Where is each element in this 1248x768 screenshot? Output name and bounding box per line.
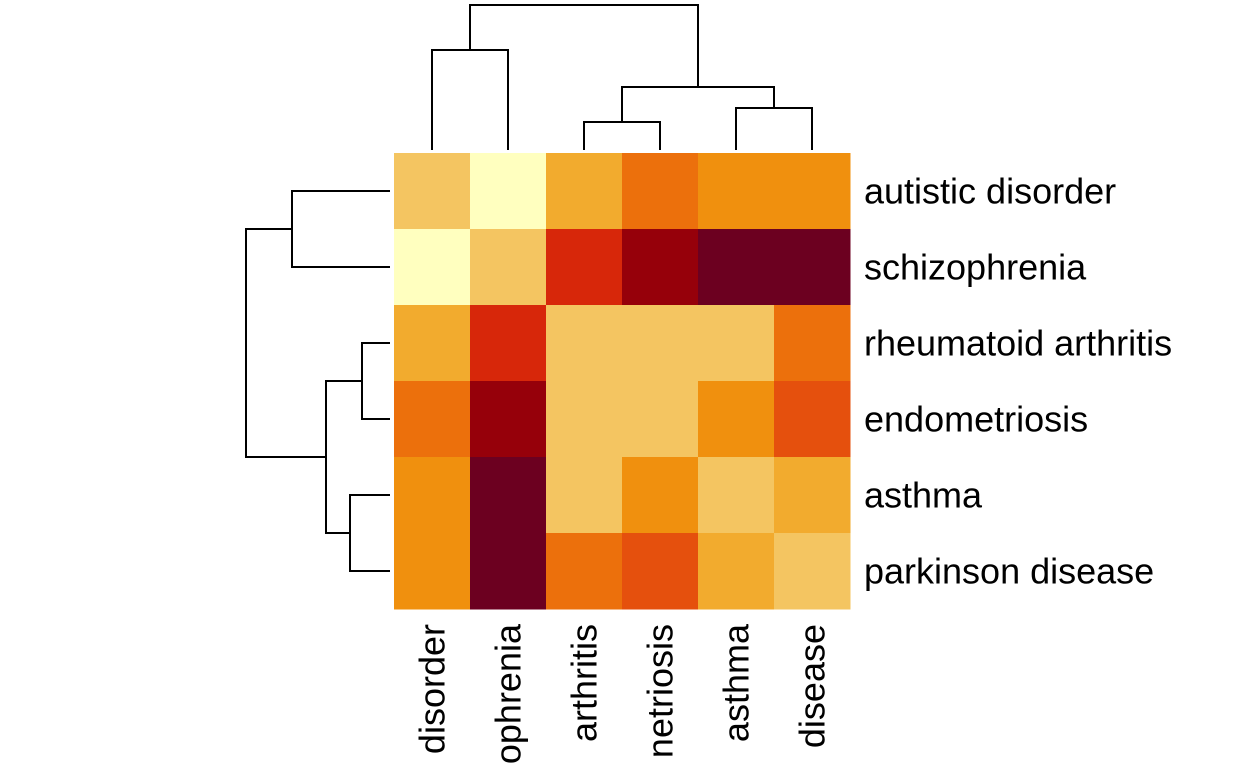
column-label: disorder <box>412 624 453 754</box>
heatmap-cell <box>546 457 623 534</box>
row-dendrogram-branch <box>361 342 390 420</box>
heatmap-cell <box>470 533 547 610</box>
heatmap-cell <box>394 533 471 610</box>
column-label: arthritis <box>564 624 605 742</box>
heatmap-cell <box>622 457 699 534</box>
heatmap-cell <box>698 153 775 230</box>
heatmap-cell <box>394 381 471 458</box>
heatmap-cell <box>394 153 471 230</box>
heatmap-cell <box>470 381 547 458</box>
heatmap-cell <box>546 153 623 230</box>
heatmap-cell <box>394 229 471 306</box>
heatmap-cell <box>774 381 851 458</box>
heatmap-cell <box>774 229 851 306</box>
column-label: disease <box>792 624 833 748</box>
heatmap-cell <box>698 305 775 382</box>
heatmap-cell <box>470 305 547 382</box>
heatmap-cell <box>698 381 775 458</box>
column-label: ophrenia <box>488 623 529 764</box>
heatmap-cell <box>470 153 547 230</box>
row-label: schizophrenia <box>864 247 1087 288</box>
column-label: netriosis <box>640 624 681 758</box>
heatmap-cell <box>698 229 775 306</box>
heatmap-cell <box>546 381 623 458</box>
heatmap-cell <box>698 533 775 610</box>
heatmap-cell <box>698 457 775 534</box>
heatmap-cell <box>774 533 851 610</box>
heatmap-cell <box>622 381 699 458</box>
column-dendrogram <box>431 4 813 150</box>
row-label: endometriosis <box>864 399 1088 440</box>
heatmap-cell <box>622 229 699 306</box>
column-labels: disorder ophrenia arthritis netriosis asthma… <box>412 623 833 764</box>
row-labels: autistic disorder schizophrenia rheumatoid… <box>864 171 1172 592</box>
column-label: asthma <box>716 623 757 742</box>
row-dendrogram-branch <box>245 228 326 458</box>
row-label: parkinson disease <box>864 551 1154 592</box>
column-dendrogram-branch <box>735 107 813 150</box>
heatmap-cell <box>622 153 699 230</box>
heatmap-cell <box>546 305 623 382</box>
heatmap-cell <box>470 457 547 534</box>
column-dendrogram-branch <box>469 4 699 87</box>
row-dendrogram <box>245 190 390 572</box>
row-dendrogram-branch <box>349 494 390 572</box>
column-dendrogram-branch <box>621 86 775 122</box>
column-dendrogram-branch <box>431 49 509 150</box>
heatmap-cell <box>470 229 547 306</box>
heatmap-cell <box>546 229 623 306</box>
heatmap-cell <box>774 457 851 534</box>
column-dendrogram-branch <box>583 121 661 150</box>
heatmap-cell <box>394 457 471 534</box>
heatmap-cell <box>394 305 471 382</box>
heatmap-cell <box>774 305 851 382</box>
heatmap-cell <box>622 533 699 610</box>
row-dendrogram-branch <box>325 380 362 534</box>
row-label: asthma <box>864 475 983 516</box>
heatmap-cell <box>546 533 623 610</box>
heatmap-cells <box>394 153 851 610</box>
row-label: autistic disorder <box>864 171 1116 212</box>
row-label: rheumatoid arthritis <box>864 323 1172 364</box>
heatmap-cell <box>622 305 699 382</box>
heatmap-cell <box>774 153 851 230</box>
row-dendrogram-branch <box>291 190 390 268</box>
